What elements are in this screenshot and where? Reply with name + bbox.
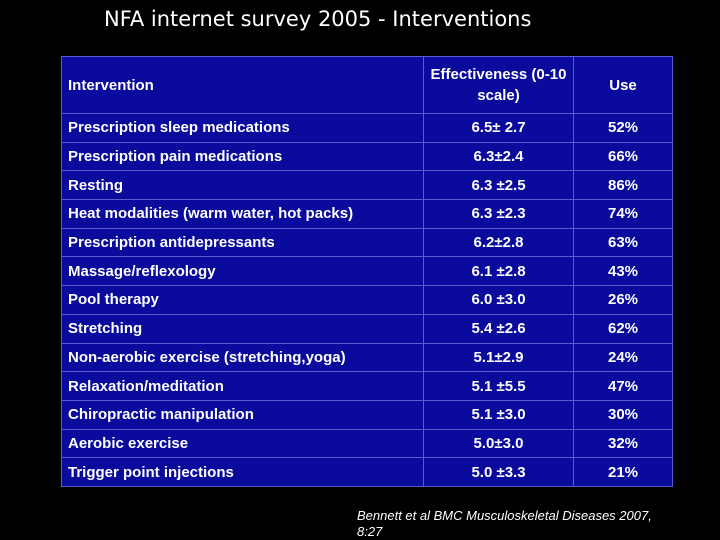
intervention-cell: Resting [61,170,424,201]
citation: Bennett et al BMC Musculoskeletal Diseas… [357,508,652,539]
effectiveness-cell: 5.1 ±3.0 [423,399,574,430]
effectiveness-cell: 6.3 ±2.3 [423,199,574,229]
use-cell: 21% [573,457,673,487]
intervention-cell: Stretching [61,313,424,344]
use-cell: 63% [573,227,673,258]
intervention-cell: Aerobic exercise [61,428,424,459]
effectiveness-cell: 6.3±2.4 [423,141,574,172]
slide-title: NFA internet survey 2005 - Interventions [104,7,532,31]
effectiveness-cell: 5.1±2.9 [423,342,574,373]
table-row: Massage/reflexology 6.1 ±2.8 43% [61,256,673,287]
use-cell: 66% [573,141,673,172]
intervention-cell: Pool therapy [61,285,424,315]
intervention-cell: Heat modalities (warm water, hot packs) [61,199,424,229]
table-row: Relaxation/meditation 5.1 ±5.5 47% [61,371,673,401]
table-row: Prescription antidepressants 6.2±2.8 63% [61,227,673,258]
use-cell: 74% [573,199,673,229]
effectiveness-cell: 6.5± 2.7 [423,113,574,143]
table-row: Prescription sleep medications 6.5± 2.7 … [61,113,673,143]
table-row: Trigger point injections 5.0 ±3.3 21% [61,457,673,487]
intervention-cell: Massage/reflexology [61,256,424,287]
use-cell: 24% [573,342,673,373]
effectiveness-cell: 6.3 ±2.5 [423,170,574,201]
header-row: Intervention Effectiveness (0-10 scale) … [61,56,673,114]
effectiveness-cell: 5.0±3.0 [423,428,574,459]
intervention-cell: Chiropractic manipulation [61,399,424,430]
use-cell: 43% [573,256,673,287]
effectiveness-cell: 6.2±2.8 [423,227,574,258]
use-cell: 47% [573,371,673,401]
table-row: Chiropractic manipulation 5.1 ±3.0 30% [61,399,673,430]
header-intervention: Intervention [61,56,424,114]
use-cell: 52% [573,113,673,143]
effectiveness-cell: 5.0 ±3.3 [423,457,574,487]
intervention-cell: Non-aerobic exercise (stretching,yoga) [61,342,424,373]
use-cell: 26% [573,285,673,315]
table-row: Prescription pain medications 6.3±2.4 66… [61,141,673,172]
header-effectiveness: Effectiveness (0-10 scale) [423,56,574,114]
interventions-table: Intervention Effectiveness (0-10 scale) … [61,56,673,487]
table-row: Non-aerobic exercise (stretching,yoga) 5… [61,342,673,373]
effectiveness-cell: 5.4 ±2.6 [423,313,574,344]
intervention-cell: Prescription pain medications [61,141,424,172]
table-row: Heat modalities (warm water, hot packs) … [61,199,673,229]
intervention-cell: Prescription antidepressants [61,227,424,258]
effectiveness-cell: 6.0 ±3.0 [423,285,574,315]
table-row: Resting 6.3 ±2.5 86% [61,170,673,201]
table-body: Prescription sleep medications 6.5± 2.7 … [61,113,673,487]
table-row: Stretching 5.4 ±2.6 62% [61,313,673,344]
intervention-cell: Prescription sleep medications [61,113,424,143]
effectiveness-cell: 6.1 ±2.8 [423,256,574,287]
table-row: Pool therapy 6.0 ±3.0 26% [61,285,673,315]
use-cell: 62% [573,313,673,344]
effectiveness-cell: 5.1 ±5.5 [423,371,574,401]
intervention-cell: Relaxation/meditation [61,371,424,401]
use-cell: 86% [573,170,673,201]
table-row: Aerobic exercise 5.0±3.0 32% [61,428,673,459]
use-cell: 32% [573,428,673,459]
intervention-cell: Trigger point injections [61,457,424,487]
use-cell: 30% [573,399,673,430]
header-use: Use [573,56,673,114]
table-header: Intervention Effectiveness (0-10 scale) … [61,56,673,114]
